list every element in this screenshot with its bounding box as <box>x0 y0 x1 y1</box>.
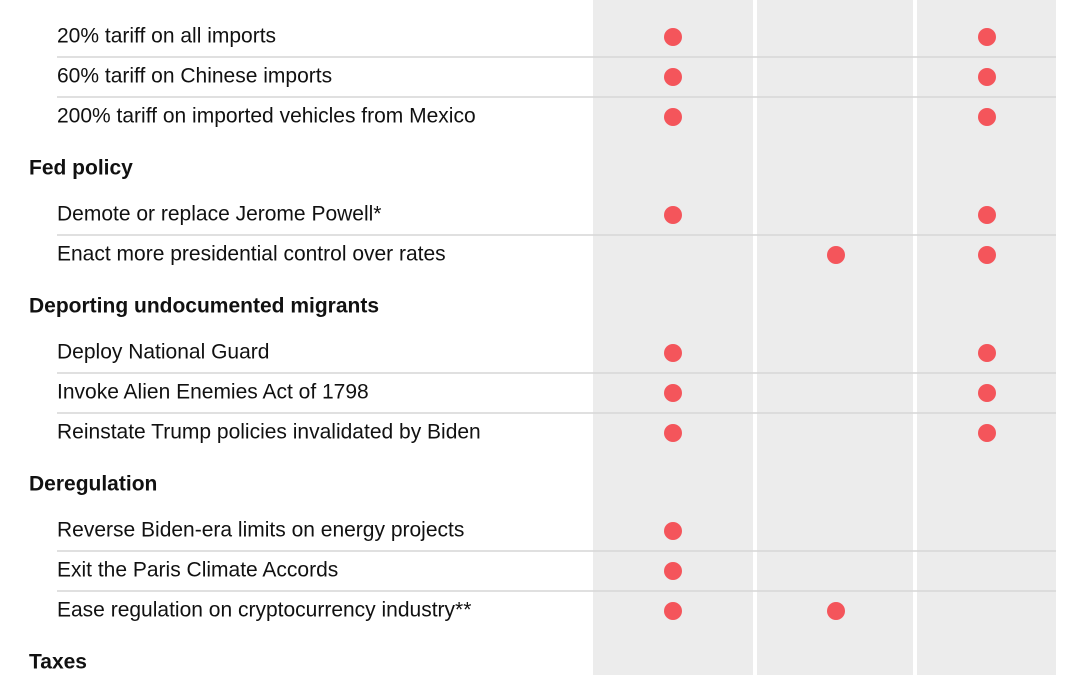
row-label: 60% tariff on Chinese imports <box>57 65 332 88</box>
dot <box>664 206 682 224</box>
dot <box>664 384 682 402</box>
section-title: Deporting undocumented migrants <box>29 295 379 318</box>
dot <box>664 28 682 46</box>
dot <box>827 246 845 264</box>
row-label: Reinstate Trump policies invalidated by … <box>57 421 481 444</box>
dot <box>664 562 682 580</box>
dot <box>978 246 996 264</box>
dot <box>978 68 996 86</box>
row-label: 20% tariff on all imports <box>57 25 276 48</box>
dot <box>978 28 996 46</box>
dot <box>664 344 682 362</box>
dot <box>664 424 682 442</box>
section-title: Fed policy <box>29 157 133 180</box>
dot <box>827 602 845 620</box>
dot <box>978 384 996 402</box>
dot <box>978 108 996 126</box>
row-label: Exit the Paris Climate Accords <box>57 559 338 582</box>
section-title: Taxes <box>29 651 87 674</box>
column-bg <box>917 0 1056 675</box>
row-label: Ease regulation on cryptocurrency indust… <box>57 599 471 622</box>
row-label: Demote or replace Jerome Powell* <box>57 203 381 226</box>
column-bg <box>757 0 913 675</box>
row-label: Reverse Biden-era limits on energy proje… <box>57 519 464 542</box>
dot <box>664 68 682 86</box>
row-label: Enact more presidential control over rat… <box>57 243 446 266</box>
dot <box>664 108 682 126</box>
row-label: Invoke Alien Enemies Act of 1798 <box>57 381 369 404</box>
dot <box>978 424 996 442</box>
row-label: Deploy National Guard <box>57 341 269 364</box>
row-label: 200% tariff on imported vehicles from Me… <box>57 105 476 128</box>
dot <box>978 344 996 362</box>
dot <box>978 206 996 224</box>
dot <box>664 602 682 620</box>
dot <box>664 522 682 540</box>
section-title: Deregulation <box>29 473 157 496</box>
